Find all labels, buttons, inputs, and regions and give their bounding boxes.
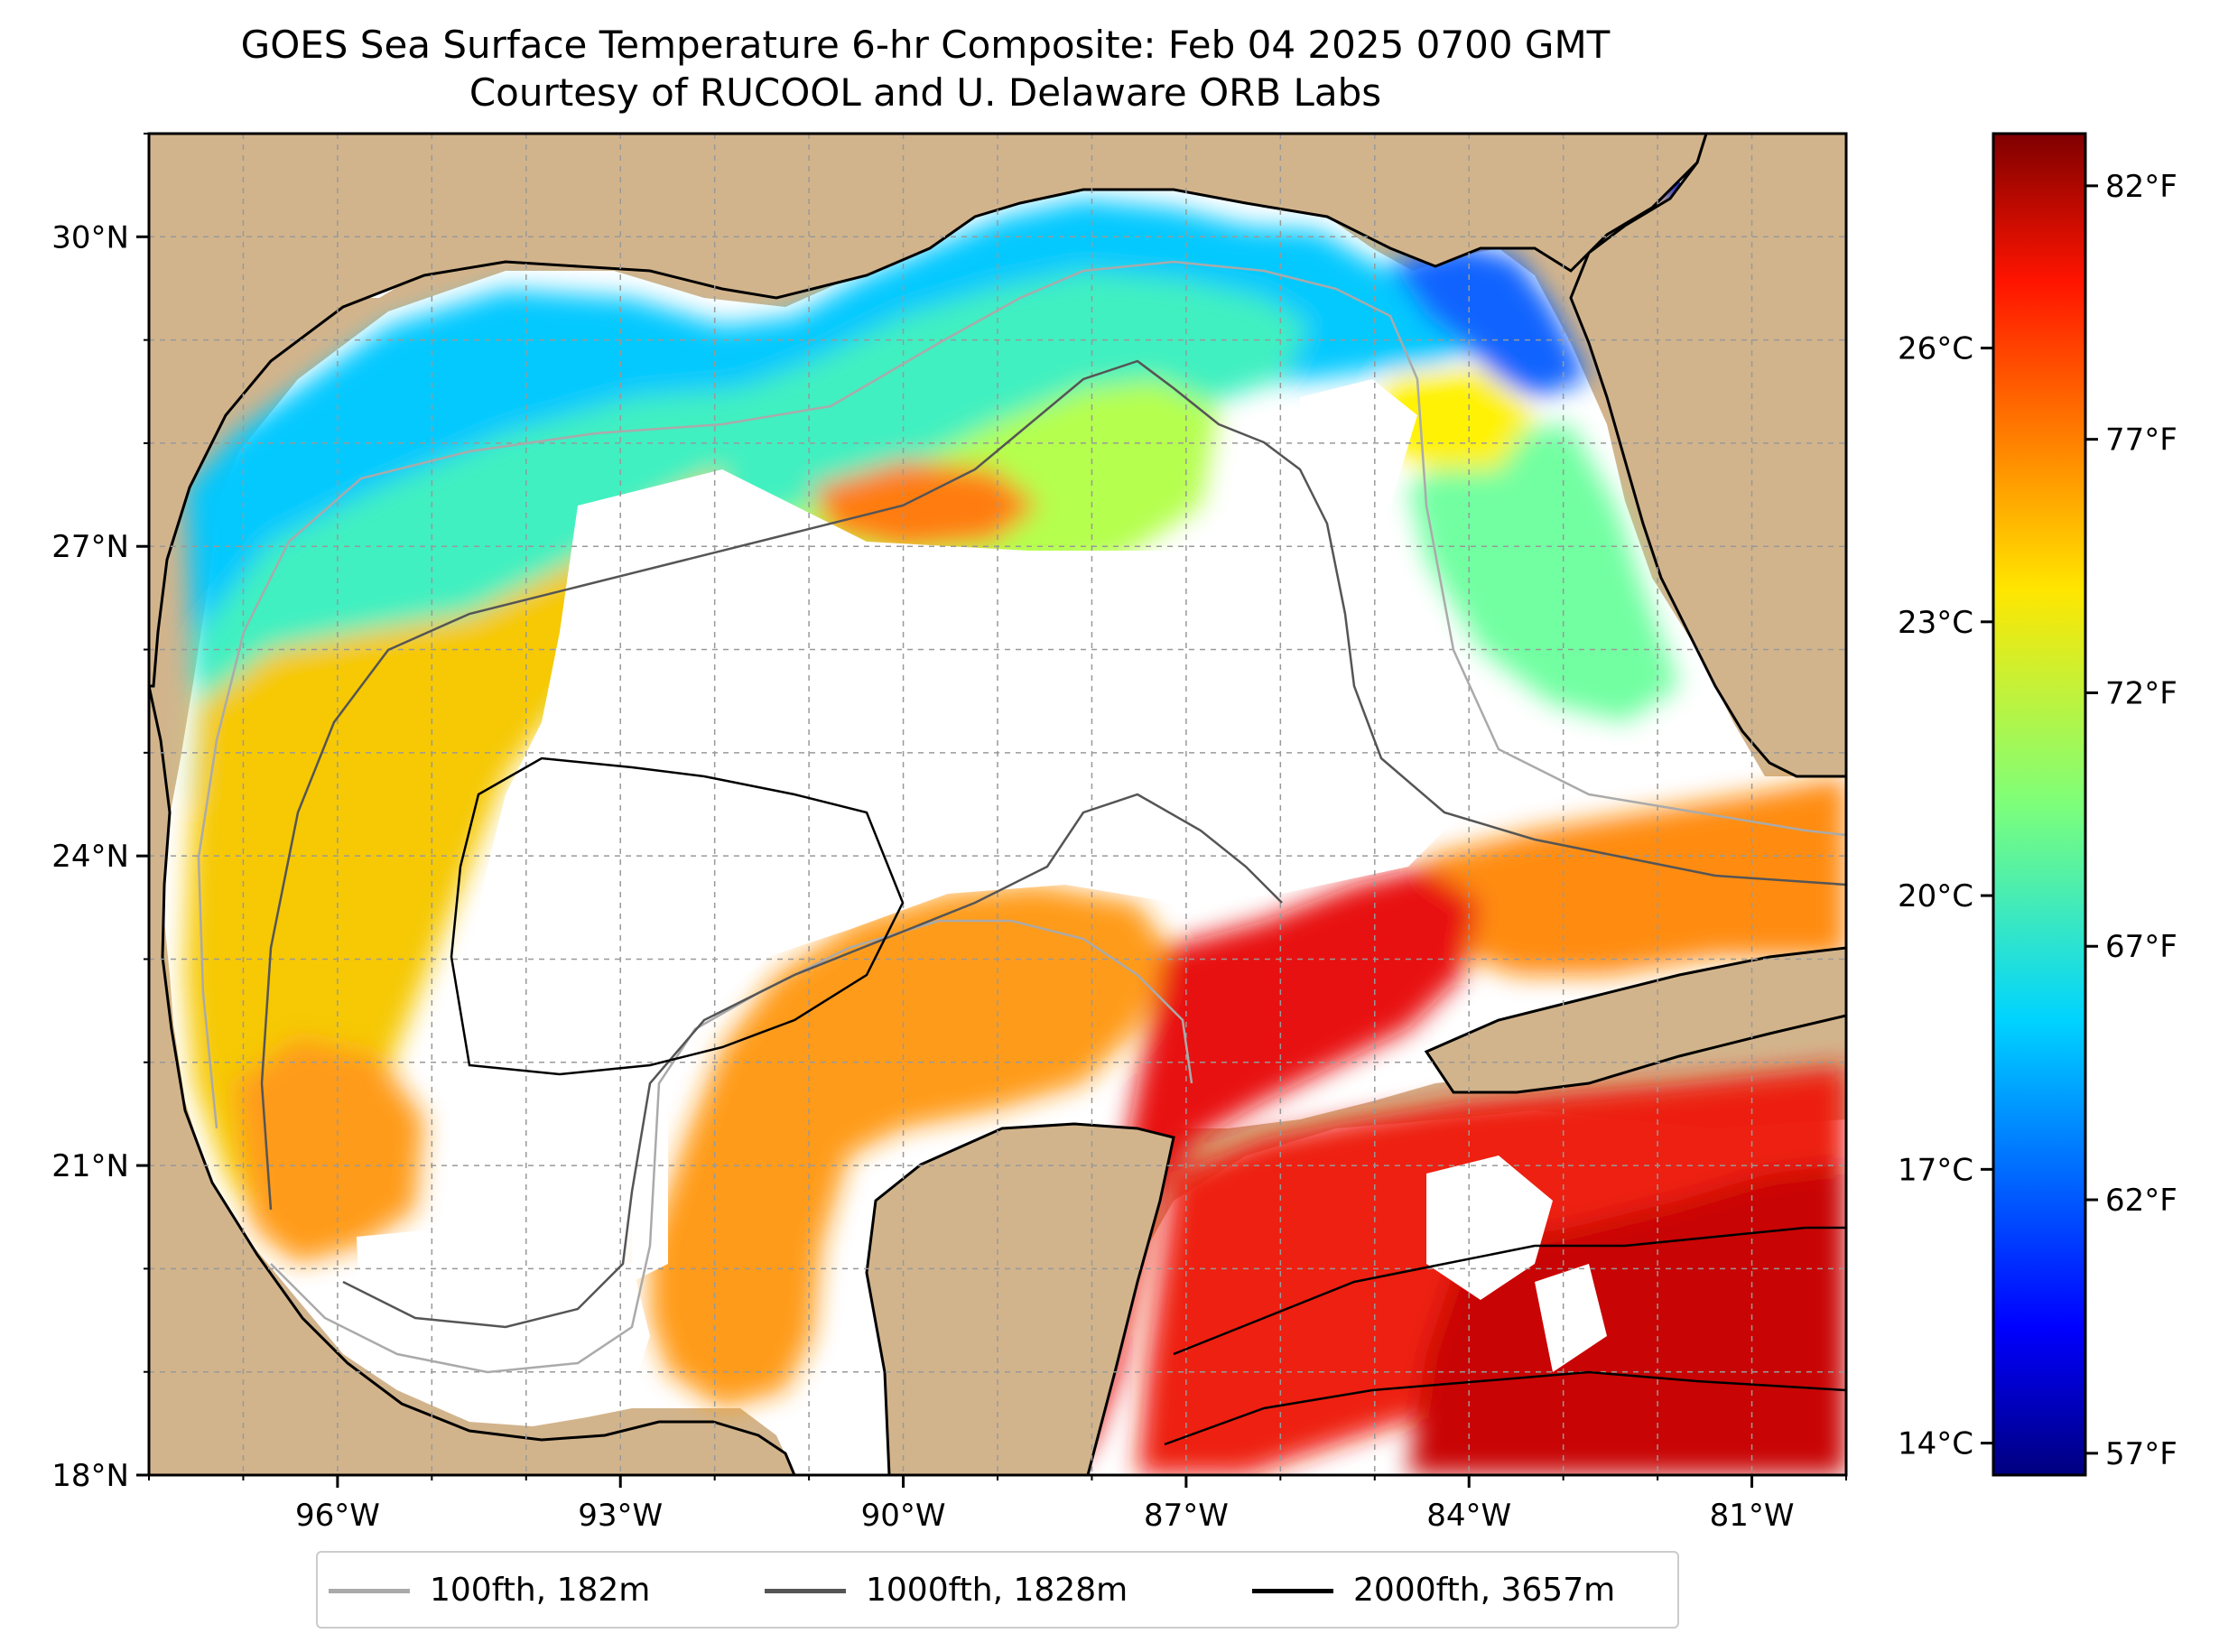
lat-tick-label: 27°N xyxy=(51,529,129,565)
lon-tick-label: 81°W xyxy=(1710,1498,1795,1534)
legend-item-100fth: 100fth, 182m xyxy=(329,1571,650,1610)
land-masses xyxy=(149,134,1846,1475)
lon-tick-label: 96°W xyxy=(295,1498,380,1534)
lat-tick-label: 30°N xyxy=(51,219,129,255)
contour-100fth xyxy=(197,260,1846,1129)
colorbar-celsius-axis: 14°C 17°C 20°C 23°C 26°C xyxy=(1898,331,1993,1462)
lat-tick-label: 24°N xyxy=(51,839,129,875)
latitude-axis: 18°N 21°N 24°N 27°N 30°N xyxy=(51,133,149,1494)
legend-swatch-2000fth xyxy=(1252,1588,1333,1593)
colorbar-gradient xyxy=(1992,132,2087,1477)
colorbar-fahrenheit-axis: 57°F 62°F 67°F 72°F 77°F 82°F xyxy=(2085,169,2177,1472)
legend-label-1000fth: 1000fth, 1828m xyxy=(866,1572,1128,1609)
celsius-tick-label: 23°C xyxy=(1898,605,1973,641)
mexico-west-coast-land xyxy=(149,685,796,1475)
gulf-of-mexico-map xyxy=(149,134,1846,1475)
lat-tick-label: 18°N xyxy=(51,1458,129,1494)
contour-2000fth xyxy=(450,756,905,1076)
fahrenheit-tick-label: 72°F xyxy=(2105,675,2177,711)
legend-item-2000fth: 2000fth, 3657m xyxy=(1252,1571,1615,1610)
legend-item-1000fth: 1000fth, 1828m xyxy=(765,1571,1128,1610)
lon-tick-label: 90°W xyxy=(861,1498,946,1534)
map-subtitle: Courtesy of RUCOOL and U. Delaware ORB L… xyxy=(469,70,1382,115)
lat-tick-label: 21°N xyxy=(51,1148,129,1184)
contour-2000fth-caribbean xyxy=(1173,1226,1846,1356)
lon-tick-label: 84°W xyxy=(1426,1498,1511,1534)
contour-1000fth-south xyxy=(342,793,1283,1329)
yucatan-peninsula xyxy=(865,1122,1175,1475)
colorbar: 14°C 17°C 20°C 23°C 26°C 57°F 62°F 67°F 72°F 77°… xyxy=(1898,132,2177,1477)
fahrenheit-tick-label: 57°F xyxy=(2105,1436,2177,1472)
fahrenheit-tick-label: 67°F xyxy=(2105,929,2177,965)
legend-swatch-100fth xyxy=(329,1588,410,1593)
contour-1000fth xyxy=(260,359,1846,1211)
legend-label-100fth: 100fth, 182m xyxy=(430,1572,651,1609)
contour-2000fth-caribbean-2 xyxy=(1164,1370,1846,1446)
longitude-axis: 96°W 93°W 90°W 87°W 84°W 81°W xyxy=(148,1475,1847,1534)
florida-peninsula xyxy=(1569,134,1846,778)
legend-swatch-1000fth xyxy=(765,1588,846,1593)
no-data-gaps xyxy=(253,144,1769,1408)
fahrenheit-tick-label: 62°F xyxy=(2105,1183,2177,1219)
map-title: GOES Sea Surface Temperature 6-hr Compos… xyxy=(240,23,1611,67)
lon-tick-label: 87°W xyxy=(1144,1498,1229,1534)
us-gulf-coast xyxy=(149,134,1708,688)
bathymetry-contours xyxy=(197,260,1846,1446)
lon-tick-label: 93°W xyxy=(578,1498,663,1534)
fahrenheit-tick-label: 77°F xyxy=(2105,422,2177,459)
celsius-tick-label: 20°C xyxy=(1898,878,1973,914)
celsius-tick-label: 26°C xyxy=(1898,331,1973,367)
fahrenheit-tick-label: 82°F xyxy=(2105,169,2177,205)
cuba-island xyxy=(1424,946,1846,1094)
map-gridlines xyxy=(149,134,1846,1475)
celsius-tick-label: 17°C xyxy=(1898,1152,1973,1188)
celsius-tick-label: 14°C xyxy=(1898,1426,1973,1462)
legend-label-2000fth: 2000fth, 3657m xyxy=(1353,1572,1616,1609)
bathymetry-legend: 100fth, 182m 1000fth, 1828m 2000fth, 365… xyxy=(316,1551,1679,1629)
